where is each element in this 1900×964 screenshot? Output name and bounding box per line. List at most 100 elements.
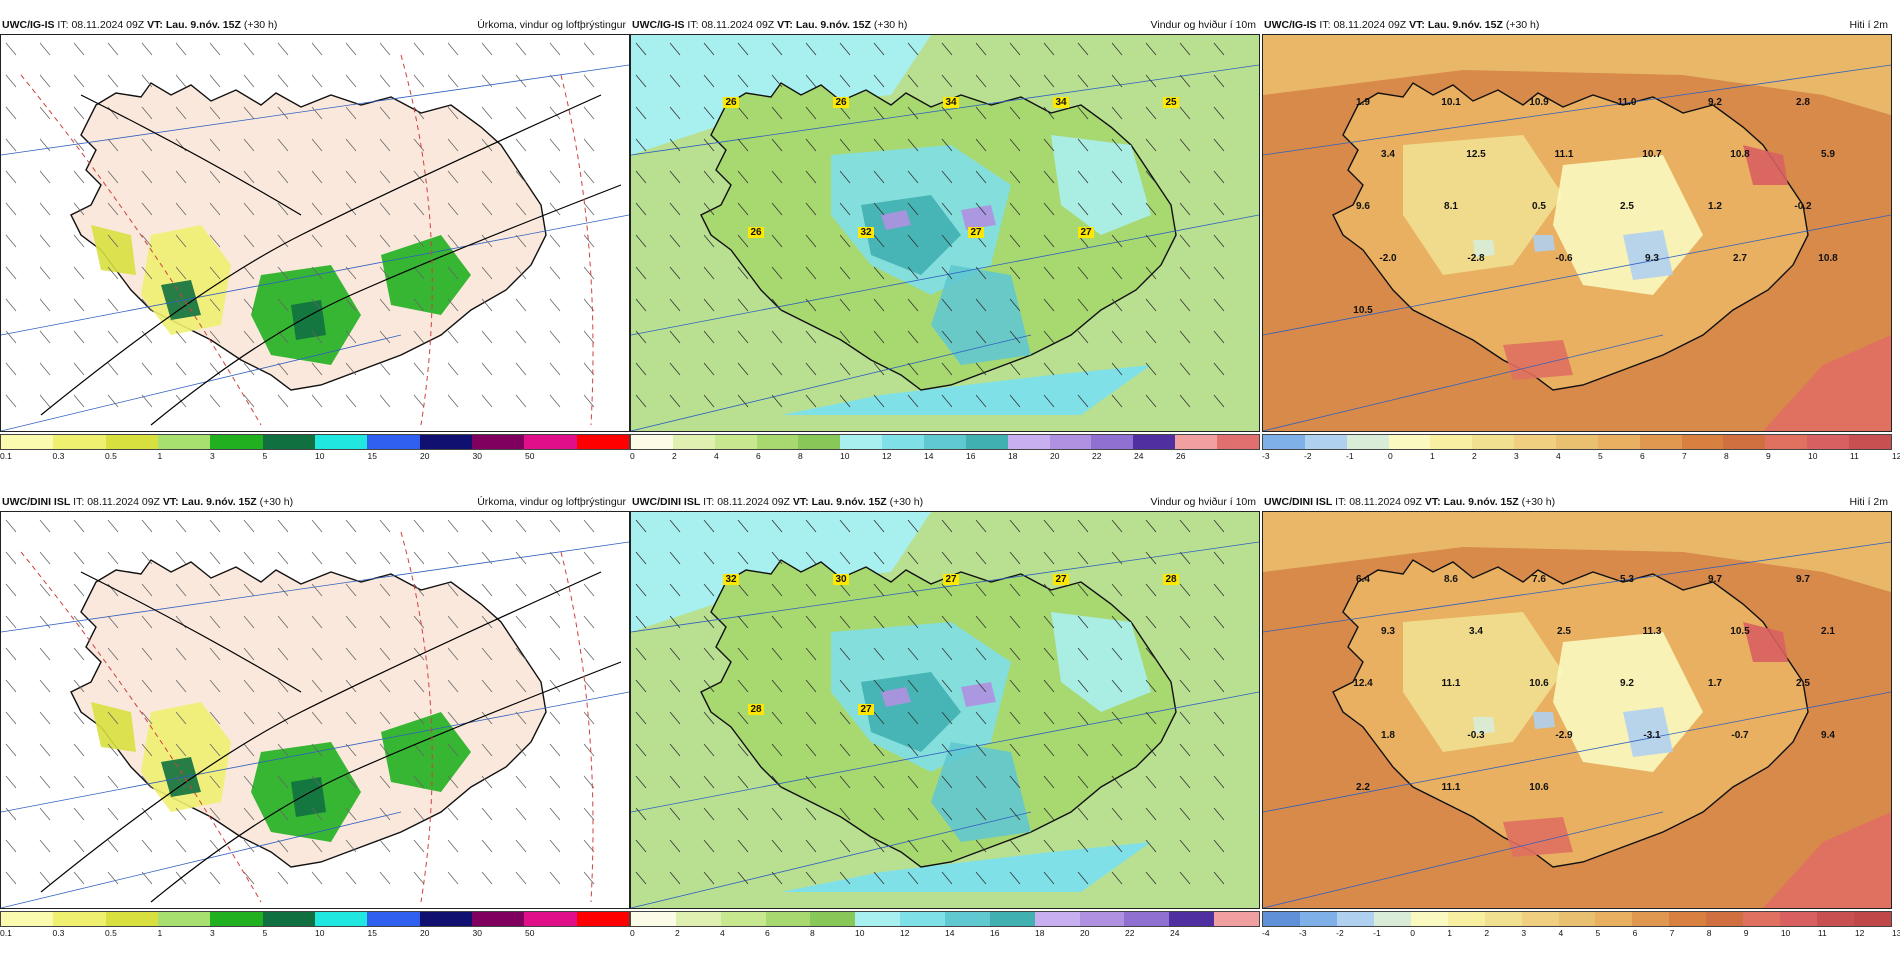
temperature-value-label: 10.8: [1730, 149, 1750, 160]
colorbar-swatch: [675, 912, 721, 926]
isobar: [80, 94, 302, 216]
wind-barb: [635, 298, 647, 312]
wind-barb: [549, 615, 561, 629]
colorbar-tick-label: 50: [525, 451, 535, 461]
wind-barb: [737, 394, 749, 408]
wind-barb: [447, 266, 459, 280]
colorbar-swatch: [1780, 912, 1818, 926]
wind-barb: [805, 202, 817, 216]
wind-barb: [39, 583, 51, 597]
wind-barb: [5, 775, 17, 789]
wind-barb: [379, 170, 391, 184]
wind-barb: [311, 871, 323, 885]
wind-barb: [635, 519, 647, 533]
colorbar: [0, 434, 630, 450]
wind-barb: [669, 615, 681, 629]
wind-barb: [481, 679, 493, 693]
temperature-value-label: 7.6: [1532, 574, 1546, 585]
colorbar-tick-label: 1: [157, 928, 163, 938]
temperature-value-label: 3.4: [1469, 626, 1483, 637]
svg-text:27: 27: [1055, 574, 1067, 585]
wind-barb: [583, 138, 595, 152]
wind-barb: [175, 807, 187, 821]
temperature-value-label: 9.2: [1708, 97, 1722, 108]
colorbar-swatch: [367, 912, 420, 926]
wind-barb: [669, 551, 681, 565]
wind-barb: [1009, 74, 1021, 88]
wind-barb: [1179, 106, 1191, 120]
field-contour: [381, 235, 471, 315]
wind-barb: [703, 647, 715, 661]
wind-barb: [941, 170, 953, 184]
wind-barb: [311, 807, 323, 821]
wind-barb: [1145, 807, 1157, 821]
wind-barb: [73, 106, 85, 120]
wind-barb: [311, 106, 323, 120]
wind-barb: [873, 170, 885, 184]
wind-barb: [379, 775, 391, 789]
wind-barb: [39, 234, 51, 248]
wind-barb: [379, 362, 391, 376]
wind-barb: [583, 743, 595, 757]
wind-barb: [635, 583, 647, 597]
wind-barb: [737, 679, 749, 693]
wind-barb: [1077, 298, 1089, 312]
svg-text:32: 32: [725, 574, 737, 585]
wind-barb: [1213, 298, 1225, 312]
wind-barb: [635, 42, 647, 56]
wind-barb: [5, 519, 17, 533]
wind-barb: [583, 583, 595, 597]
colorbar-tick-label: 0.1: [0, 451, 12, 461]
colorbar-swatch: [1175, 435, 1218, 449]
wind-barb: [975, 266, 987, 280]
temperature-value-label: 9.3: [1645, 253, 1659, 264]
wind-barb: [549, 42, 561, 56]
lead-time: (+30 h): [1505, 19, 1540, 31]
temperature-value-label: 10.5: [1730, 626, 1750, 637]
colorbar-tick-label: 8: [810, 928, 815, 938]
wind-barb: [243, 170, 255, 184]
wind-barb: [1077, 202, 1089, 216]
svg-text:27: 27: [945, 574, 957, 585]
colorbar-tick-label: 0.5: [105, 928, 117, 938]
colorbar-swatch: [210, 435, 263, 449]
wind-barb: [39, 170, 51, 184]
wind-barb: [209, 647, 221, 661]
wind-barb: [873, 711, 885, 725]
field-contour: [961, 205, 996, 230]
wind-barb: [975, 743, 987, 757]
wind-barb: [669, 170, 681, 184]
wind-barb: [1077, 839, 1089, 853]
wind-barb: [209, 394, 221, 408]
wind-barb: [907, 583, 919, 597]
colorbar-tick-label: 0.3: [52, 451, 65, 461]
colorbar-swatch: [720, 912, 766, 926]
wind-barb: [1077, 106, 1089, 120]
colorbar-tick-label: 12: [1854, 928, 1865, 938]
colorbar-tick-label: 1: [1447, 928, 1453, 938]
wind-barb: [941, 679, 953, 693]
wind-barb: [277, 106, 289, 120]
wind-barb: [583, 679, 595, 693]
wind-barb: [583, 615, 595, 629]
wind-barb: [447, 138, 459, 152]
temperature-value-label: 9.4: [1821, 730, 1835, 741]
temperature-value-label: 11.3: [1643, 626, 1662, 637]
wind-barb: [345, 298, 357, 312]
colorbar-tick-label: 18: [1035, 928, 1045, 938]
wind-barb: [175, 298, 187, 312]
wind-barb: [1179, 711, 1191, 725]
wind-barb: [635, 711, 647, 725]
wind-barb: [345, 807, 357, 821]
wind-barb: [1179, 647, 1191, 661]
wind-barb: [243, 615, 255, 629]
wind-barb: [481, 266, 493, 280]
temperature-value-label: 12.4: [1353, 678, 1373, 689]
wind-barb: [5, 138, 17, 152]
colorbar-swatch: [367, 435, 420, 449]
isobar: [40, 94, 602, 416]
colorbar-tick-label: -2: [1304, 451, 1312, 461]
wind-barb: [209, 106, 221, 120]
colorbar-swatch: [1597, 435, 1640, 449]
wind-barb: [941, 839, 953, 853]
